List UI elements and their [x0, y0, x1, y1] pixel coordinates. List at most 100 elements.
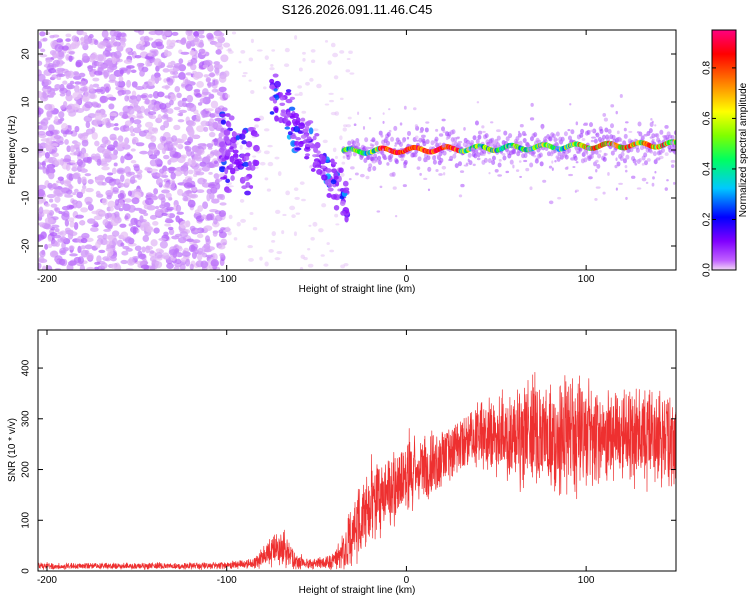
spectrogram-cell	[66, 82, 73, 90]
spectrogram-cell	[133, 188, 143, 193]
spectrogram-cell	[93, 215, 103, 221]
spectrogram-cell	[72, 91, 82, 100]
spectrogram-cell	[314, 164, 322, 168]
spectrogram-cell	[293, 125, 301, 133]
spectrogram-cell	[459, 170, 465, 173]
spectrogram-cell	[282, 213, 287, 217]
spectrogram-cell	[53, 135, 62, 140]
spectrogram-cell	[652, 176, 655, 180]
spectrogram-cell	[219, 252, 225, 258]
spectrogram-cell	[264, 55, 269, 60]
spectrogram-cell	[293, 231, 297, 237]
spectrogram-cell	[248, 57, 254, 62]
spectrogram-cell	[182, 196, 189, 202]
spectrogram-cell	[599, 140, 602, 143]
spectrogram-cell	[96, 119, 103, 126]
spectrogram-cell	[107, 172, 114, 176]
spectrogram-cell	[394, 144, 397, 147]
y-tick-label: 400	[21, 359, 32, 376]
spectrogram-cell	[209, 72, 215, 78]
spectrogram-cell	[209, 113, 216, 118]
spectrogram-cell	[342, 180, 349, 187]
spectrogram-cell	[177, 119, 185, 123]
spectrogram-cell	[244, 152, 251, 157]
spectrogram-cell	[59, 247, 67, 256]
spectrogram-cell	[335, 223, 340, 226]
spectrogram-cell	[132, 127, 142, 134]
spectrogram-cell	[155, 41, 163, 47]
spectrogram-cell	[538, 152, 543, 158]
spectrogram-cell	[314, 133, 320, 137]
spectrogram-cell	[157, 76, 162, 81]
snr-y-label: SNR (10 * v/v)	[7, 418, 18, 482]
spectrogram-cell	[333, 204, 340, 211]
spectrogram-cell	[151, 259, 157, 265]
spectrogram-cell	[125, 247, 133, 252]
spectrogram-cell	[401, 152, 406, 158]
spectrogram-cell	[68, 185, 74, 190]
spectrogram-cell	[191, 159, 196, 165]
spectrogram-cell	[193, 88, 201, 93]
spectrogram-cell	[99, 95, 109, 103]
spectrogram-cell	[54, 116, 59, 122]
spectrogram-cell	[599, 128, 604, 134]
spectrogram-cell	[250, 90, 255, 95]
spectrogram-cell	[641, 177, 647, 182]
spectrogram-cell	[75, 61, 82, 68]
spectrogram-cell	[164, 181, 170, 188]
spectrogram-cell	[193, 37, 200, 43]
spectrogram-cell	[172, 75, 179, 79]
spectrogram-cell	[594, 149, 599, 155]
spectrogram-cell	[72, 163, 78, 169]
spectrogram-cell	[220, 238, 228, 246]
spectrogram-cell	[517, 132, 522, 138]
spectrogram-cell	[239, 199, 245, 203]
spectrogram-cell	[465, 162, 469, 166]
spectrogram-cell	[140, 224, 148, 232]
spectrogram-cell	[414, 124, 418, 128]
x-tick-label: -100	[217, 274, 237, 285]
spectrogram-cell	[44, 152, 50, 159]
spectrogram-cell	[47, 63, 55, 68]
spectrogram-cell	[178, 109, 188, 114]
spectrogram-cell	[394, 214, 398, 218]
spectrogram-cell	[558, 140, 563, 144]
spectrogram-cell	[598, 149, 602, 153]
spectrogram-cell	[632, 158, 637, 164]
spectrogram-cell	[522, 137, 527, 143]
spectrogram-cell	[419, 130, 424, 134]
spectrogram-cell	[60, 105, 66, 110]
spectrogram-cell	[163, 154, 170, 160]
spectrogram-cell	[294, 196, 300, 200]
spectrogram-cell	[615, 110, 618, 115]
spectrogram-cell	[149, 250, 155, 254]
spectrogram-cell	[305, 81, 310, 86]
spectrogram-cell	[45, 141, 52, 150]
spectrogram-cell	[192, 31, 200, 37]
spectrogram-cell	[87, 113, 97, 119]
spectrogram-cell	[672, 181, 676, 185]
spectrogram-cell	[184, 190, 194, 194]
spectrogram-cell	[143, 129, 149, 133]
spectrogram-cell	[113, 162, 118, 167]
spectrogram-cell	[264, 261, 269, 267]
spectrogram-cell	[219, 113, 227, 117]
spectrogram-cell	[83, 38, 93, 45]
spectrogram-cell	[575, 148, 578, 152]
spectrogram-cell	[148, 146, 158, 154]
spectrogram-cell	[38, 206, 44, 215]
spectrogram-cell	[438, 173, 443, 176]
spectrogram-cell	[104, 60, 113, 69]
spectrogram-cell	[345, 69, 351, 73]
spectrogram-cell	[185, 258, 191, 267]
spectrogram-cell	[298, 122, 306, 130]
spectrogram-cell	[327, 182, 333, 188]
spectrogram-cell	[638, 158, 642, 163]
spectrogram-cell	[68, 217, 75, 223]
spectrogram-cell	[400, 157, 405, 162]
spectrogram-cell	[307, 120, 314, 124]
spectrogram-cell	[73, 75, 82, 80]
spectrogram-cell	[271, 231, 277, 237]
spectrogram-cell	[135, 86, 145, 91]
spectrogram-cell	[197, 30, 205, 35]
